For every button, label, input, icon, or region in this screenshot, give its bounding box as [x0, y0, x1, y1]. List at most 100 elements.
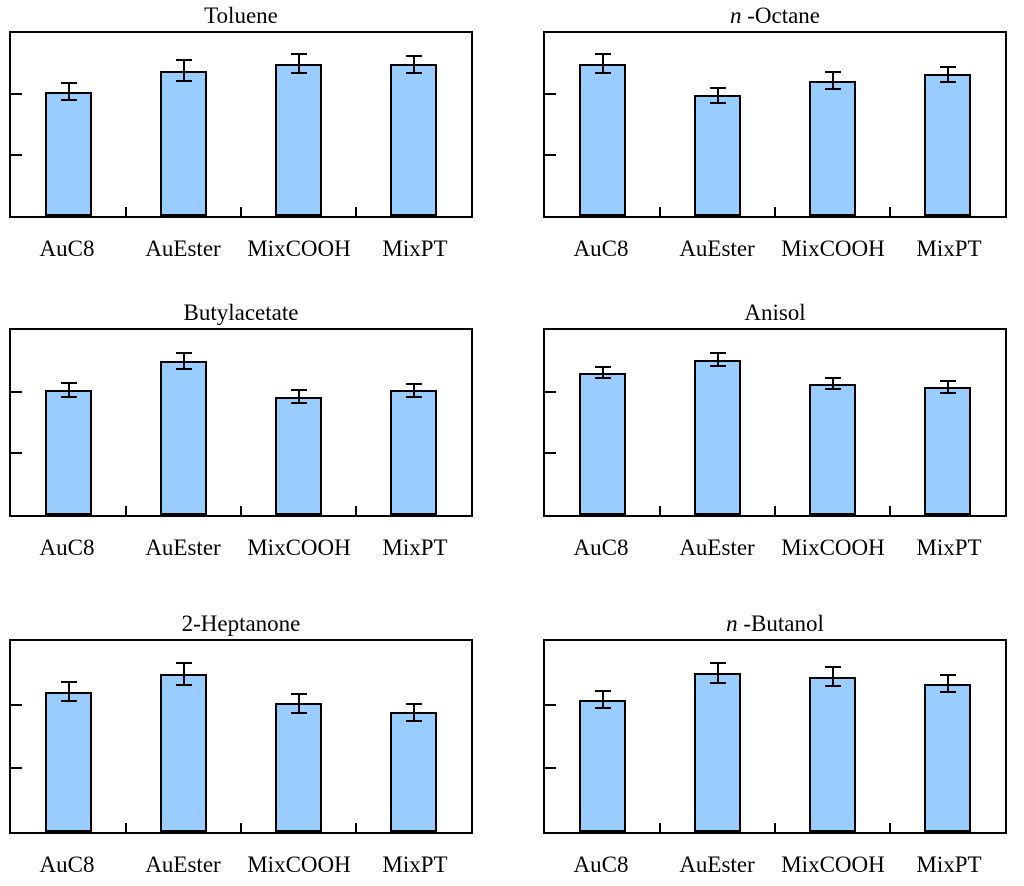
chart-title-text: -Butanol — [737, 611, 824, 636]
error-bar-cap-top — [60, 382, 77, 385]
category-label: MixPT — [382, 535, 448, 560]
chart-title-text: 2-Heptanone — [181, 611, 301, 636]
bar — [694, 95, 741, 216]
bar — [160, 360, 207, 515]
error-bar-line — [831, 72, 834, 90]
bar — [924, 74, 971, 216]
error-bar-line — [412, 55, 415, 73]
error-bar-cap-bottom — [939, 81, 956, 84]
plot-area — [9, 328, 473, 517]
error-bar-cap-bottom — [175, 683, 192, 686]
error-bar-cap-top — [824, 71, 841, 74]
error-bar-cap-bottom — [405, 396, 422, 399]
y-tick — [11, 154, 22, 157]
bar — [45, 91, 92, 216]
error-bar-cap-top — [290, 692, 307, 695]
y-tick — [11, 93, 22, 96]
bar — [809, 383, 856, 515]
chart-title: Butylacetate — [9, 298, 473, 328]
x-tick — [355, 207, 357, 216]
plot-area — [543, 639, 1007, 834]
x-tick — [659, 207, 661, 216]
category-label: MixPT — [382, 236, 448, 261]
bar — [390, 64, 437, 216]
y-tick — [11, 703, 22, 706]
plot-area — [543, 31, 1007, 218]
x-tick — [125, 506, 127, 515]
category-label: AuEster — [145, 236, 221, 261]
y-tick — [545, 703, 556, 706]
y-tick — [545, 154, 556, 157]
error-bar-cap-top — [594, 52, 611, 55]
category-label: MixCOOH — [781, 236, 885, 261]
error-bar-line — [831, 667, 834, 687]
error-bar-cap-top — [824, 377, 841, 380]
error-bar-cap-bottom — [405, 71, 422, 74]
chart-title-text: -Octane — [741, 3, 821, 28]
category-label: MixCOOH — [781, 535, 885, 560]
y-tick — [545, 93, 556, 96]
error-bar-cap-bottom — [290, 401, 307, 404]
x-tick — [889, 823, 891, 832]
category-labels-row: AuC8 AuEster MixCOOH MixPT — [9, 236, 473, 262]
error-bar-cap-top — [709, 661, 726, 664]
plot-area — [9, 639, 473, 834]
category-label: AuC8 — [39, 236, 95, 261]
error-bar-line — [601, 367, 604, 379]
bar — [160, 70, 207, 216]
error-bar-line — [716, 87, 719, 103]
category-label: AuC8 — [573, 852, 629, 877]
error-bar-line — [601, 691, 604, 708]
bar — [924, 683, 971, 832]
x-tick — [355, 506, 357, 515]
error-bar-cap-top — [175, 351, 192, 354]
error-bar-cap-top — [175, 59, 192, 62]
error-bar-cap-top — [405, 382, 422, 385]
category-label: MixCOOH — [247, 535, 351, 560]
error-bar-cap-top — [824, 666, 841, 669]
bar — [45, 389, 92, 515]
bar — [579, 372, 626, 515]
error-bar-line — [716, 352, 719, 367]
x-tick — [355, 823, 357, 832]
error-bar-cap-bottom — [60, 700, 77, 703]
error-bar-line — [67, 83, 70, 101]
category-labels-row: AuC8 AuEster MixCOOH MixPT — [543, 852, 1007, 878]
error-bar-cap-bottom — [709, 682, 726, 685]
chart-title: 2-Heptanone — [9, 609, 473, 639]
x-tick — [659, 823, 661, 832]
chart-title: Anisol — [543, 298, 1007, 328]
x-tick — [125, 823, 127, 832]
bar — [809, 80, 856, 216]
error-bar-cap-bottom — [594, 377, 611, 380]
error-bar-cap-top — [594, 366, 611, 368]
bar — [694, 359, 741, 515]
chart-panel: Anisol AuC8 AuEster MixCOOH MixPT — [543, 298, 1007, 561]
chart-title-text: Toluene — [204, 3, 278, 28]
x-tick — [774, 207, 776, 216]
y-tick — [11, 767, 22, 770]
bar — [924, 386, 971, 515]
category-label: MixCOOH — [781, 852, 885, 877]
chart-title: n -Octane — [543, 1, 1007, 31]
error-bar-cap-bottom — [405, 719, 422, 722]
chart-title-italic-part: n — [726, 611, 738, 636]
error-bar-line — [67, 682, 70, 702]
y-tick — [545, 452, 556, 455]
error-bar-line — [412, 383, 415, 398]
error-bar-cap-top — [175, 662, 192, 665]
chart-panel: 2-Heptanone AuC8 AuEster MixCOOH MixPT — [9, 609, 473, 878]
error-bar-cap-top — [709, 86, 726, 89]
error-bar-cap-top — [939, 65, 956, 68]
error-bar-line — [831, 378, 834, 390]
error-bar-line — [946, 66, 949, 83]
error-bar-cap-bottom — [709, 365, 726, 368]
bar — [45, 691, 92, 832]
x-tick — [240, 823, 242, 832]
bar — [809, 676, 856, 832]
error-bar-cap-top — [939, 674, 956, 677]
plot-area — [9, 31, 473, 218]
category-label: MixPT — [916, 535, 982, 560]
category-label: MixCOOH — [247, 852, 351, 877]
